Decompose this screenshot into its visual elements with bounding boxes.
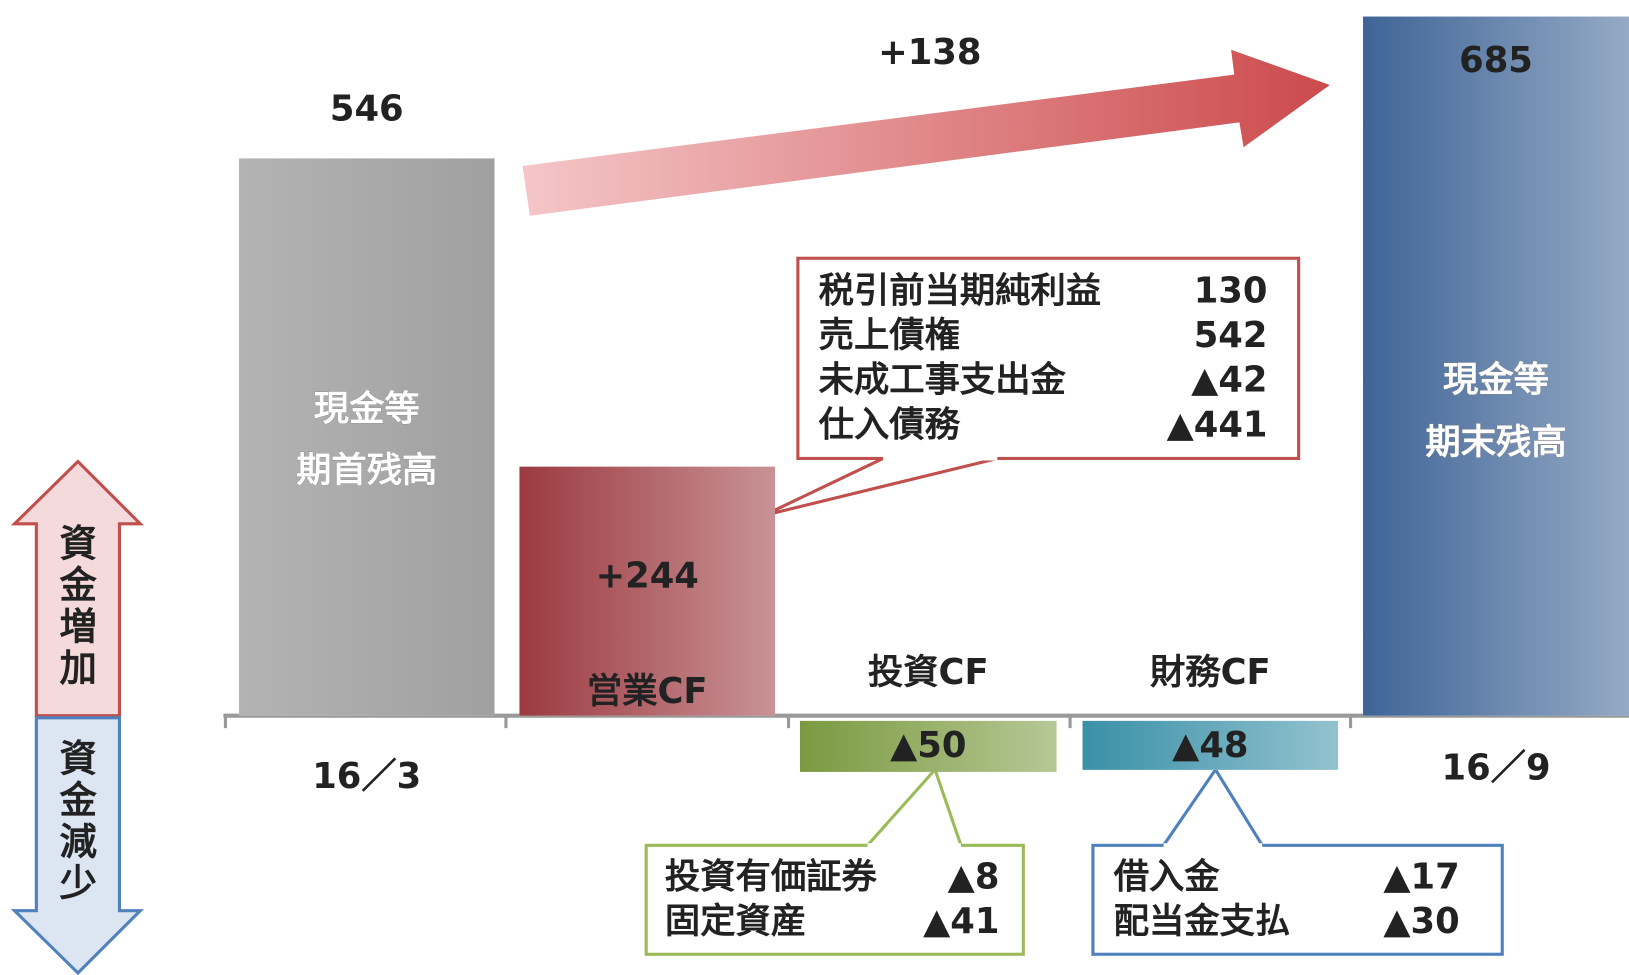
value-label: ▲50	[890, 725, 966, 766]
callout-name: 仕入債務	[819, 404, 961, 445]
decrease-arrow	[10, 716, 145, 975]
callout-value: ▲8	[948, 857, 1000, 898]
callout-box	[644, 843, 1025, 956]
callout-value: ▲30	[1383, 901, 1459, 942]
callout-pointer	[762, 456, 998, 518]
bar-name: 現金等	[1443, 360, 1549, 401]
callout-name: 固定資産	[665, 901, 806, 942]
value-label: 685	[1459, 40, 1533, 81]
value-label: 546	[330, 89, 404, 130]
annotation: +138	[878, 32, 981, 73]
bar-fill	[519, 466, 776, 716]
value-label: ▲48	[1172, 725, 1248, 766]
callout-name: 売上債権	[819, 315, 960, 356]
callout-value: 542	[1194, 315, 1268, 356]
bar-fill	[1082, 720, 1339, 770]
callout-pointer	[864, 766, 964, 847]
x-tick-label: 16／3	[312, 756, 421, 797]
callout-value: 130	[1194, 271, 1268, 312]
bar-name: 期首残高	[296, 450, 437, 491]
bar-name: 財務CF	[1150, 652, 1271, 693]
callout-name: 投資有価証券	[665, 857, 878, 898]
callout-name: 税引前当期純利益	[819, 271, 1101, 312]
side-label: 資金増加	[53, 524, 98, 690]
bar-name: 現金等	[314, 389, 420, 430]
callout-name: 借入金	[1113, 857, 1221, 898]
callout-box	[796, 256, 1301, 461]
bar-fill	[238, 158, 495, 716]
callout-value: ▲41	[923, 901, 999, 942]
bar-name: 営業CF	[587, 671, 708, 712]
side-label: 資金減少	[53, 738, 98, 904]
growth-arrow	[522, 49, 1330, 216]
bar-fill	[1363, 16, 1629, 716]
callout-value: ▲17	[1383, 857, 1459, 898]
bar-name: 期末残高	[1425, 422, 1566, 463]
callout-name: 配当金支払	[1114, 901, 1291, 942]
bar-fill	[799, 720, 1057, 772]
increase-arrow	[10, 459, 145, 718]
value-label: +244	[596, 556, 699, 597]
callout-value: ▲42	[1191, 360, 1267, 401]
bar-name: 投資CF	[868, 652, 989, 693]
callout-value: ▲441	[1167, 404, 1268, 445]
callout-box	[1091, 843, 1504, 956]
axis-ticks	[223, 715, 1353, 729]
x-tick-label: 16／9	[1442, 748, 1551, 789]
callout-name: 未成工事支出金	[819, 360, 1067, 401]
callout-pointer	[1160, 766, 1266, 847]
